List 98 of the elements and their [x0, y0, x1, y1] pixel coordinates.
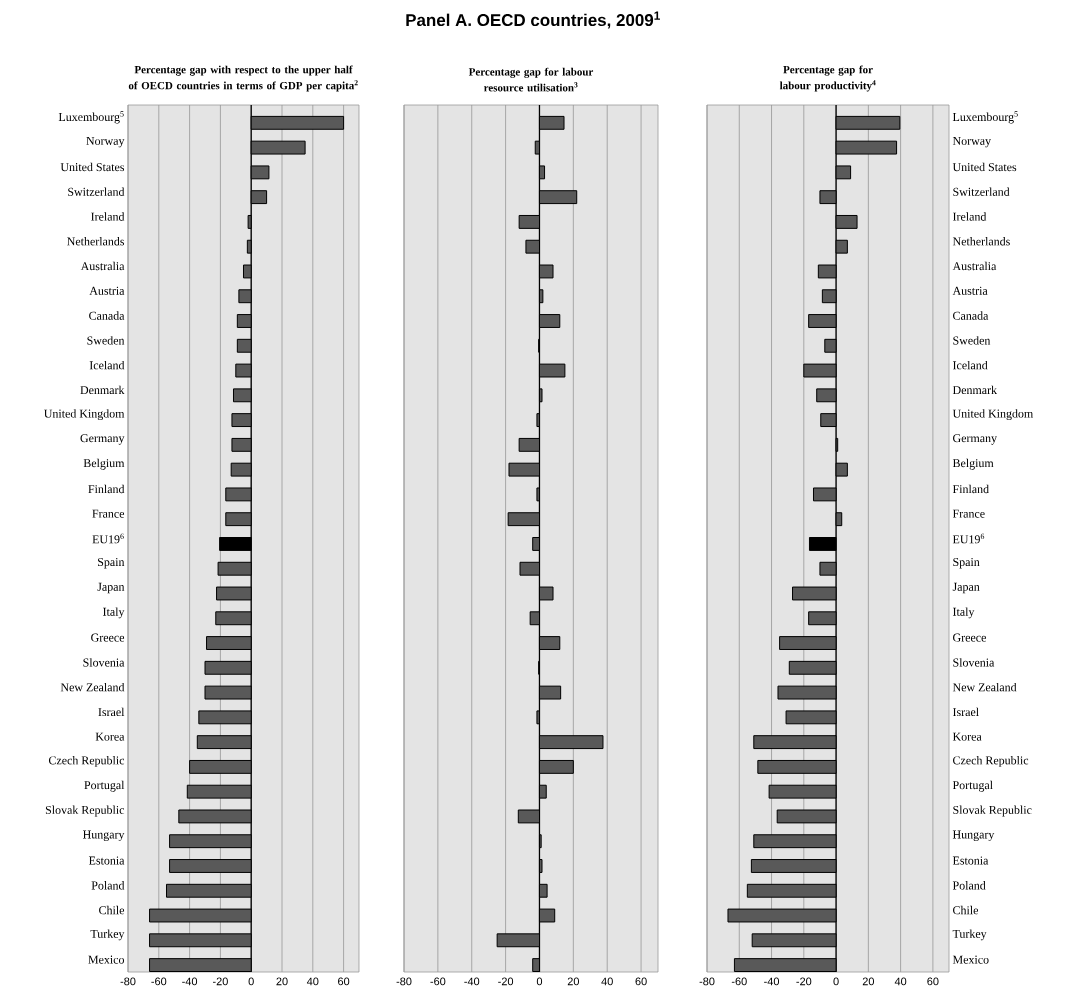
x-tick-label: 40: [601, 977, 613, 986]
chart-title: Percentage gap for labour resource utilisation$^{3}$: [468, 67, 594, 92]
y-tick-label: France: [952, 509, 985, 518]
y-tick-label: Greece: [953, 633, 986, 642]
y-tick-label: EU19$^{6}$: [952, 533, 985, 544]
y-tick-label: Germany: [953, 434, 997, 445]
x-tick-label: 0: [536, 977, 543, 986]
x-tick-label: 20: [862, 977, 874, 986]
y-tick-label: Estonia: [88, 856, 125, 865]
y-tick-label: New Zealand: [60, 682, 125, 692]
y-tick-label: Australia: [952, 261, 997, 271]
y-tick-label: Netherlands: [67, 237, 125, 246]
x-tick-label: -80: [120, 977, 136, 986]
y-tick-label: Switzerland: [953, 187, 1010, 196]
y-tick-label: Netherlands: [952, 237, 1010, 246]
y-tick-label: United Kingdom: [952, 409, 1034, 421]
y-tick-label: Israel: [98, 707, 125, 717]
x-tick-label: -40: [182, 977, 198, 986]
y-tick-label: Austria: [952, 286, 988, 295]
x-tick-label: -20: [212, 977, 228, 986]
y-tick-label: Australia: [80, 261, 125, 271]
x-tick-label: 60: [635, 977, 647, 986]
y-tick-label: New Zealand: [952, 682, 1017, 692]
x-tick-label: 0: [248, 977, 254, 986]
x-tick-label: 40: [894, 977, 907, 986]
y-tick-label: EU19$^{6}$: [92, 533, 124, 544]
y-tick-label: Iceland: [952, 360, 988, 370]
y-tick-label: Hungary: [952, 830, 995, 841]
y-tick-label: Czech Republic: [953, 756, 1029, 767]
y-tick-label: Finland: [952, 484, 989, 494]
y-tick-label: Iceland: [89, 360, 125, 370]
y-tick-label: Japan: [97, 582, 125, 594]
y-tick-label: Estonia: [952, 856, 989, 865]
y-tick-label: Luxembourg$^{5}$: [58, 111, 124, 124]
y-tick-label: Turkey: [952, 929, 987, 941]
x-tick-label: -20: [498, 977, 514, 986]
chart-title: Percentage gap with respect to the upper half of OECD countries in terms of GDP per capita$^{2}$: [128, 65, 358, 92]
x-tick-label: -80: [396, 977, 412, 986]
x-tick-label: 20: [567, 977, 579, 986]
y-tick-label: Belgium: [83, 458, 125, 470]
y-tick-label: Finland: [88, 484, 125, 494]
x-tick-label: -20: [796, 977, 812, 986]
y-tick-label: Hungary: [82, 830, 125, 841]
y-tick-label: Mexico: [88, 955, 125, 964]
y-tick-label: Ireland: [91, 212, 125, 221]
y-tick-label: United Kingdom: [44, 409, 125, 421]
y-tick-label: Israel: [952, 707, 979, 717]
y-tick-label: Slovenia: [83, 658, 125, 667]
y-tick-label: Norway: [952, 136, 991, 148]
x-tick-label: -60: [430, 977, 446, 986]
x-tick-label: 0: [833, 977, 839, 986]
x-tick-label: -60: [731, 977, 747, 986]
chart-title: Percentage gap for labour productivity$^{4}$: [779, 65, 876, 92]
y-tick-label: Sweden: [87, 336, 125, 345]
y-tick-label: France: [92, 509, 125, 518]
y-tick-label: Slovak Republic: [45, 805, 125, 817]
y-tick-label: Slovak Republic: [953, 805, 1032, 817]
y-tick-label: Japan: [952, 582, 980, 594]
y-tick-label: Korea: [95, 732, 125, 741]
y-tick-label: Switzerland: [68, 187, 125, 196]
y-tick-label: Chile: [99, 905, 125, 915]
y-tick-label: Luxembourg$^{5}$: [952, 111, 1018, 124]
y-tick-label: Spain: [98, 558, 125, 569]
text: Panel A. OECD countries, 2009$^{1}$: [406, 11, 660, 29]
y-tick-label: Italy: [103, 607, 125, 619]
y-tick-label: Chile: [953, 905, 979, 915]
y-tick-label: Norway: [86, 136, 125, 148]
y-tick-label: Spain: [953, 558, 980, 569]
y-tick-label: United States: [60, 162, 125, 172]
x-tick-label: -60: [151, 977, 167, 986]
y-tick-label: Italy: [952, 607, 975, 619]
y-tick-label: Greece: [91, 633, 125, 642]
y-tick-label: Czech Republic: [48, 756, 125, 767]
x-tick-label: -80: [699, 977, 715, 986]
y-tick-label: Canada: [89, 311, 125, 320]
x-tick-label: 40: [306, 977, 319, 986]
y-tick-label: Denmark: [80, 385, 125, 395]
y-tick-label: Ireland: [952, 212, 987, 221]
y-tick-label: Mexico: [952, 955, 989, 964]
y-tick-label: Slovenia: [953, 658, 995, 667]
y-tick-label: Denmark: [952, 385, 998, 395]
x-tick-label: 60: [338, 977, 350, 986]
y-tick-label: Belgium: [952, 458, 994, 470]
x-tick-label: 20: [276, 977, 288, 986]
y-tick-label: Korea: [952, 732, 982, 741]
y-tick-label: Sweden: [953, 336, 991, 345]
x-tick-label: -40: [764, 977, 780, 986]
y-tick-label: Poland: [952, 881, 986, 890]
y-tick-label: Canada: [953, 311, 989, 320]
y-tick-label: Portugal: [952, 780, 993, 792]
x-tick-label: -40: [464, 977, 480, 986]
y-tick-label: Germany: [80, 434, 125, 445]
y-tick-label: Austria: [89, 286, 125, 295]
y-tick-label: Turkey: [90, 929, 125, 941]
x-tick-label: 60: [927, 977, 939, 986]
y-tick-label: Poland: [91, 881, 125, 890]
y-tick-label: United States: [952, 162, 1017, 172]
y-tick-label: Portugal: [84, 780, 125, 792]
